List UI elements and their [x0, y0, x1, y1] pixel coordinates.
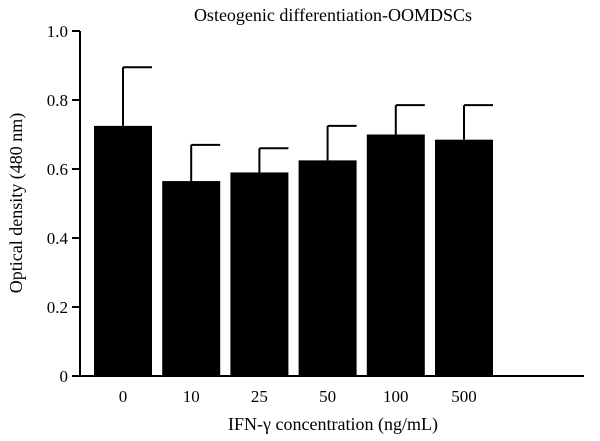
x-tick-label-100: 100: [383, 387, 409, 406]
y-tick-label: 0.8: [47, 91, 68, 110]
bar-100: [366, 134, 425, 376]
bars-group: [94, 125, 493, 376]
x-tick-label-10: 10: [183, 387, 200, 406]
y-axis-label: Optical density (480 nm): [6, 113, 27, 293]
bar-500: [435, 139, 493, 376]
y-tick-label: 0.6: [47, 160, 68, 179]
y-tick-label: 0.4: [47, 229, 69, 248]
chart-title: Osteogenic differentiation-OOMDSCs: [194, 5, 472, 25]
y-tick-label: 0.2: [47, 298, 68, 317]
x-tick-label-0: 0: [119, 387, 128, 406]
x-tick-label-25: 25: [251, 387, 268, 406]
bar-50: [298, 160, 357, 376]
error-bars-group: [122, 66, 493, 182]
y-axis-ticks: 0 0.2 0.4 0.6 0.8 1.0: [47, 22, 80, 386]
bar-10: [162, 181, 221, 376]
bar-0: [94, 125, 152, 376]
x-tick-label-50: 50: [319, 387, 336, 406]
x-tick-label-500: 500: [451, 387, 477, 406]
y-tick-label: 0: [60, 367, 69, 386]
x-axis-tick-labels: 0 10 25 50 100 500: [119, 387, 477, 406]
bar-25: [230, 172, 289, 376]
x-axis-label: IFN-γ concentration (ng/mL): [228, 414, 438, 435]
y-tick-label: 1.0: [47, 22, 68, 41]
